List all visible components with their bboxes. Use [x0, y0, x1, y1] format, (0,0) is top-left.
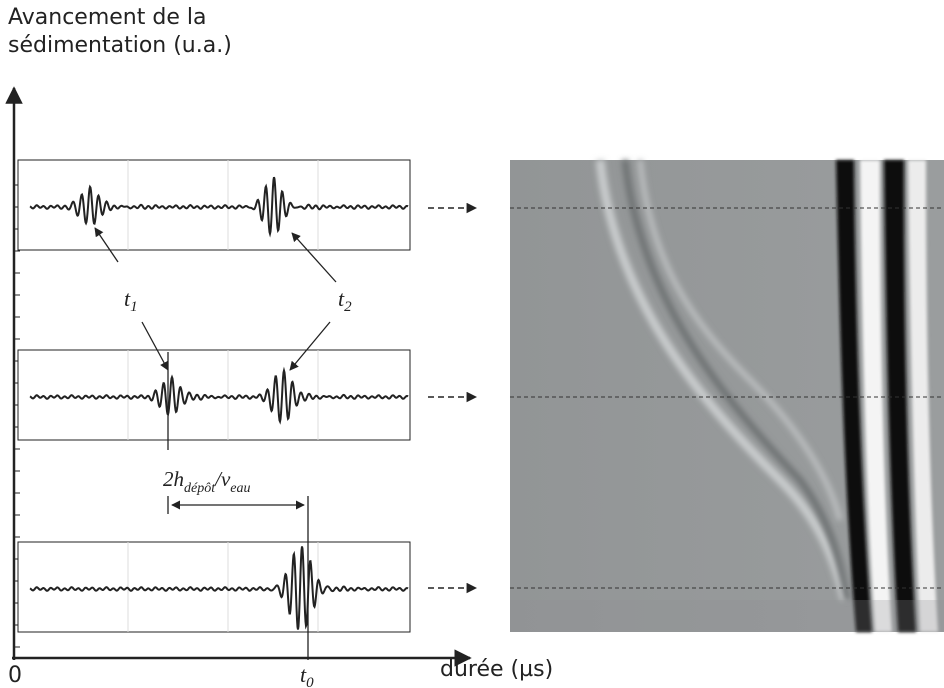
echogram-image — [510, 159, 944, 632]
formula: 2hdépôt/veau — [163, 467, 250, 496]
y-axis-label: sédimentation (u.a.) — [8, 33, 232, 58]
waveform-panel — [17, 349, 411, 441]
panel-frame — [17, 159, 411, 251]
waveform-panels — [17, 159, 411, 633]
t1-sub: 1 — [130, 299, 138, 315]
t2-label: t2 — [338, 286, 352, 315]
x-axis-label: durée (µs) — [440, 657, 553, 682]
panel-frame — [17, 541, 411, 633]
waveform-panel — [17, 541, 411, 633]
waveform — [29, 546, 409, 630]
formula-sub: dépôt — [184, 481, 216, 496]
waveform — [29, 176, 409, 238]
waveform-panel — [17, 159, 411, 251]
panel-arrows — [428, 202, 478, 594]
t2-main: t — [338, 286, 345, 311]
formula-part: 2h — [163, 467, 184, 491]
t2-sub: 2 — [344, 299, 352, 315]
t0-label: t0 — [300, 662, 314, 688]
waveform — [29, 366, 409, 425]
y-axis-label: Avancement de la — [8, 5, 206, 30]
annotation-arrows — [94, 227, 337, 660]
t0-sub: 0 — [306, 675, 314, 688]
origin-label: 0 — [8, 663, 22, 688]
t1-label: t1 — [124, 286, 138, 315]
image-guides — [510, 207, 944, 589]
formula-sub: eau — [230, 481, 250, 496]
formula-part: /v — [214, 467, 231, 491]
t0-main: t — [300, 662, 307, 687]
t1-main: t — [124, 286, 131, 311]
